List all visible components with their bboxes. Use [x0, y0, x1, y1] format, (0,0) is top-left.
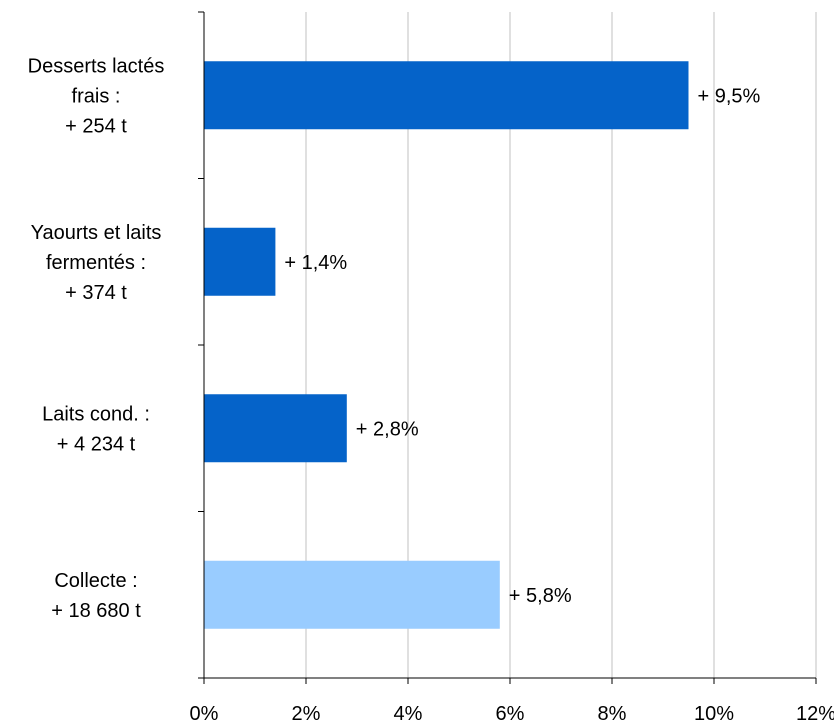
- data-label: + 9,5%: [698, 85, 761, 107]
- x-tick-label: 0%: [190, 703, 219, 725]
- category-label-line: fermentés :: [46, 252, 146, 274]
- bar: [204, 227, 276, 296]
- category-label-line: + 4 234 t: [57, 433, 136, 455]
- data-label: + 5,8%: [509, 585, 572, 607]
- category-label-line: Collecte :: [54, 570, 137, 592]
- category-label: Yaourts et laits fermentés : + 374 t: [31, 222, 162, 304]
- bar: [204, 560, 500, 629]
- x-tick-label: 6%: [496, 703, 525, 725]
- labels: + 9,5% + 1,4% + 2,8% + 5,8% 0% 2% 4% 6% 8% 10% 12%…: [28, 55, 834, 725]
- category-label: Collecte : + 18 680 t: [51, 570, 141, 622]
- category-label-line: + 254 t: [65, 115, 127, 137]
- data-label: + 1,4%: [284, 252, 347, 274]
- bars: [204, 61, 689, 629]
- x-tick-label: 12%: [796, 703, 834, 725]
- category-label-line: + 18 680 t: [51, 600, 141, 622]
- category-label-line: Yaourts et laits: [31, 222, 162, 244]
- category-label-line: Desserts lactés: [28, 55, 165, 77]
- axes: [198, 11, 817, 684]
- category-label-line: + 374 t: [65, 282, 127, 304]
- data-label: + 2,8%: [356, 418, 419, 440]
- bar: [204, 61, 689, 130]
- x-tick-label: 2%: [292, 703, 321, 725]
- x-tick-label: 4%: [394, 703, 423, 725]
- bar: [204, 394, 347, 463]
- category-label: Laits cond. : + 4 234 t: [42, 403, 150, 455]
- category-label-line: Laits cond. :: [42, 403, 150, 425]
- x-tick-label: 10%: [694, 703, 734, 725]
- category-label-line: frais :: [72, 85, 121, 107]
- category-label: Desserts lactés frais : + 254 t: [28, 55, 165, 137]
- x-tick-label: 8%: [598, 703, 627, 725]
